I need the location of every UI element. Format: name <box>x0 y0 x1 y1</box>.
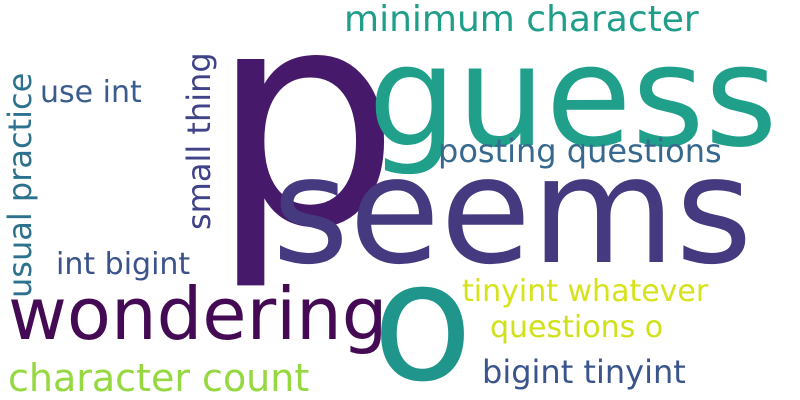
word-int-bigint: int bigint <box>56 247 191 282</box>
word-small-thing: small thing <box>180 52 218 230</box>
word-o: o <box>372 226 473 400</box>
word-usual-practice: usual practice <box>1 72 39 298</box>
word-bigint-tinyint: bigint tinyint <box>482 353 686 391</box>
word-p: p <box>210 0 401 294</box>
word-posting-questions: posting questions <box>438 132 722 170</box>
word-seems: seems <box>272 125 753 297</box>
word-minimum-character: minimum character <box>344 0 699 40</box>
word-character-count: character count <box>8 356 310 400</box>
word-guess: guess <box>368 16 778 179</box>
word-questions-o: questions o <box>490 310 664 345</box>
word-wondering: wondering <box>8 272 388 356</box>
word-use-int: use int <box>40 75 142 110</box>
word-tinyint-whatever: tinyint whatever <box>462 274 709 309</box>
